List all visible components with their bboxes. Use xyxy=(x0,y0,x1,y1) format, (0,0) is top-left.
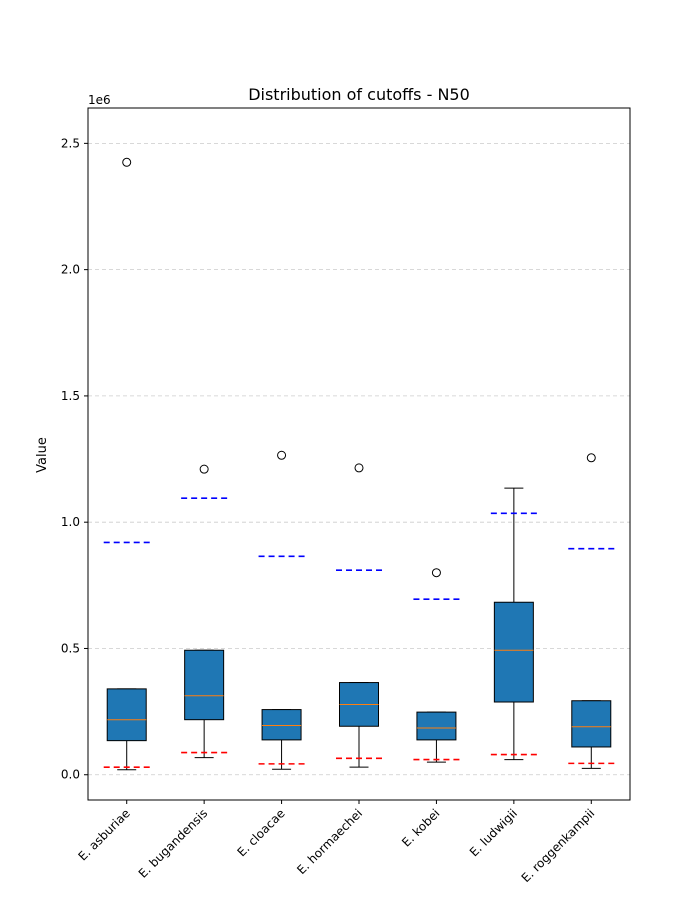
x-tick-label: E. cloacae xyxy=(235,806,288,859)
y-tick-label: 1.0 xyxy=(61,515,80,529)
y-tick-label: 1.5 xyxy=(61,389,80,403)
axis-ticks: 0.0 0.5 1.0 1.5 2.0 2.5 E. asburiae E. buganden… xyxy=(61,136,598,885)
box-group xyxy=(336,463,382,768)
y-scale-label: 1e6 xyxy=(88,93,111,107)
iqr-box xyxy=(416,711,457,741)
plot-marks xyxy=(103,157,615,771)
y-axis-label: Value xyxy=(35,437,50,473)
chart-title: Distribution of cutoffs - N50 xyxy=(248,85,470,104)
outlier-point xyxy=(431,568,441,578)
box-group xyxy=(490,487,537,761)
outlier-point xyxy=(199,464,209,474)
y-tick-label: 0.5 xyxy=(61,641,80,655)
y-tick-label: 2.0 xyxy=(61,263,80,277)
outlier-point xyxy=(586,453,596,463)
outlier-point xyxy=(122,157,132,167)
iqr-box xyxy=(184,649,225,721)
x-tick-label: E. kobei xyxy=(399,806,442,849)
x-tick-label: E. hormaechei xyxy=(294,806,365,877)
box-group xyxy=(413,568,460,763)
iqr-box xyxy=(571,700,612,748)
box-group xyxy=(181,464,228,759)
y-tick-label: 2.5 xyxy=(61,136,80,150)
y-tick-label: 0.0 xyxy=(61,768,80,782)
box-group xyxy=(568,453,615,769)
outlier-point xyxy=(354,463,364,473)
outlier-point xyxy=(277,450,287,460)
box-group xyxy=(103,157,150,771)
iqr-box xyxy=(261,709,302,741)
x-tick-label: E. asburiae xyxy=(76,806,133,863)
box-group xyxy=(258,450,305,770)
iqr-box xyxy=(106,688,147,742)
x-tick-label: E. bugandensis xyxy=(136,806,211,881)
grid-lines xyxy=(88,142,630,776)
x-tick-label: E. roggenkampii xyxy=(519,806,598,885)
iqr-box xyxy=(493,601,534,703)
x-tick-label: E. ludwigii xyxy=(467,806,520,859)
